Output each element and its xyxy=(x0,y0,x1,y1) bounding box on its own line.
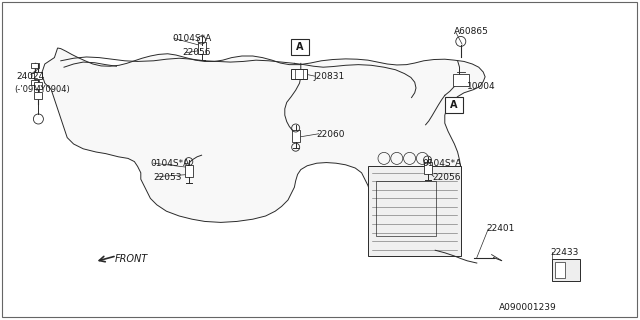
Text: 22056: 22056 xyxy=(432,173,461,182)
Text: 10004: 10004 xyxy=(467,82,496,91)
Text: 0104S*A: 0104S*A xyxy=(150,159,189,168)
PathPatch shape xyxy=(42,48,485,250)
Text: 22433: 22433 xyxy=(550,248,579,257)
Bar xyxy=(291,68,307,79)
Text: 22060: 22060 xyxy=(317,130,346,139)
Bar xyxy=(368,166,461,256)
Bar xyxy=(185,165,193,177)
Bar xyxy=(198,42,205,53)
Text: A: A xyxy=(296,42,304,52)
Bar xyxy=(555,262,564,278)
Bar xyxy=(445,97,463,113)
Text: 0104S*A: 0104S*A xyxy=(422,159,461,168)
Bar xyxy=(292,130,300,142)
Text: A090001239: A090001239 xyxy=(499,303,557,312)
Bar xyxy=(35,92,42,99)
Bar xyxy=(453,74,468,86)
Bar xyxy=(31,63,39,68)
Text: A: A xyxy=(450,100,458,110)
Text: J20831: J20831 xyxy=(314,72,345,81)
Bar xyxy=(35,82,42,89)
Text: 22056: 22056 xyxy=(182,48,211,57)
Text: 22053: 22053 xyxy=(154,173,182,182)
Bar xyxy=(31,73,39,78)
Text: 22401: 22401 xyxy=(486,224,515,233)
Bar xyxy=(552,259,580,281)
Text: 0104S*A: 0104S*A xyxy=(173,34,212,43)
Text: 24024: 24024 xyxy=(16,72,44,81)
Bar xyxy=(291,39,309,55)
Text: FRONT: FRONT xyxy=(115,254,148,264)
Bar xyxy=(424,162,431,174)
Text: (-’09MY0904): (-’09MY0904) xyxy=(14,85,70,94)
Text: A60865: A60865 xyxy=(454,28,489,36)
Bar xyxy=(35,72,42,79)
Bar xyxy=(31,80,39,84)
Bar xyxy=(376,181,436,236)
